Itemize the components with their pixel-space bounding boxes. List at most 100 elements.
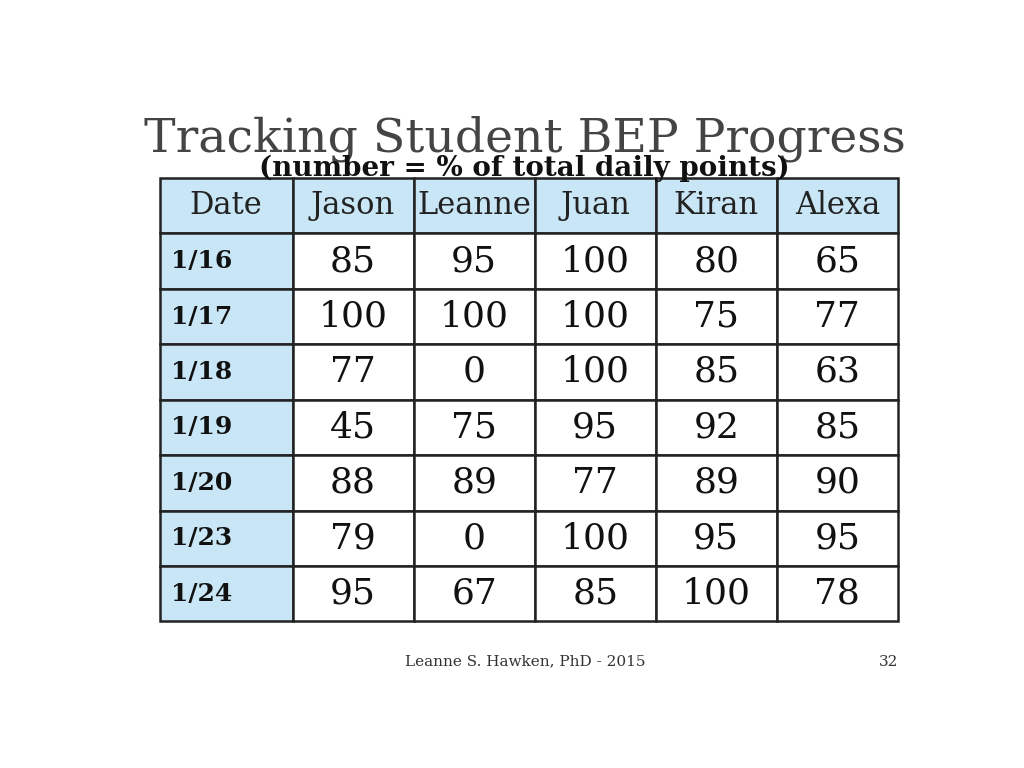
- Text: 77: 77: [572, 466, 618, 500]
- Bar: [160, 399, 293, 455]
- Text: Tracking Student BEP Progress: Tracking Student BEP Progress: [144, 116, 905, 162]
- Bar: [293, 455, 414, 511]
- Bar: [655, 344, 777, 399]
- Bar: [535, 344, 655, 399]
- Text: Leanne S. Hawken, PhD - 2015: Leanne S. Hawken, PhD - 2015: [404, 655, 645, 669]
- Text: 85: 85: [330, 244, 376, 278]
- Text: 95: 95: [572, 410, 618, 445]
- Text: Leanne: Leanne: [417, 190, 531, 221]
- Bar: [160, 233, 293, 289]
- Text: 92: 92: [693, 410, 739, 445]
- Text: 100: 100: [318, 300, 388, 333]
- Bar: [160, 455, 293, 511]
- Text: 67: 67: [452, 577, 497, 611]
- Bar: [160, 178, 293, 233]
- Text: 85: 85: [814, 410, 860, 445]
- Text: 77: 77: [330, 355, 376, 389]
- Bar: [293, 344, 414, 399]
- Bar: [655, 511, 777, 566]
- Bar: [535, 566, 655, 621]
- Bar: [777, 289, 898, 344]
- Text: (number = % of total daily points): (number = % of total daily points): [259, 154, 791, 181]
- Text: 45: 45: [330, 410, 376, 445]
- Bar: [293, 399, 414, 455]
- Text: 88: 88: [330, 466, 376, 500]
- Text: 100: 100: [561, 355, 630, 389]
- Text: 100: 100: [561, 521, 630, 555]
- Text: 95: 95: [452, 244, 498, 278]
- Text: 1/24: 1/24: [171, 581, 232, 606]
- Text: 95: 95: [693, 521, 739, 555]
- Bar: [293, 233, 414, 289]
- Bar: [414, 178, 535, 233]
- Text: 0: 0: [463, 521, 485, 555]
- Bar: [293, 289, 414, 344]
- Text: 1/20: 1/20: [171, 471, 232, 495]
- Bar: [655, 399, 777, 455]
- Text: 100: 100: [439, 300, 509, 333]
- Text: 75: 75: [693, 300, 739, 333]
- Text: 89: 89: [693, 466, 739, 500]
- Text: Jason: Jason: [311, 190, 395, 221]
- Bar: [414, 399, 535, 455]
- Bar: [414, 233, 535, 289]
- Bar: [535, 511, 655, 566]
- Bar: [293, 566, 414, 621]
- Text: 100: 100: [561, 300, 630, 333]
- Text: 65: 65: [814, 244, 860, 278]
- Text: 80: 80: [693, 244, 739, 278]
- Text: 85: 85: [572, 577, 618, 611]
- Bar: [655, 289, 777, 344]
- Bar: [655, 566, 777, 621]
- Bar: [160, 511, 293, 566]
- Text: 78: 78: [814, 577, 860, 611]
- Text: Kiran: Kiran: [674, 190, 759, 221]
- Bar: [777, 566, 898, 621]
- Bar: [535, 399, 655, 455]
- Bar: [414, 289, 535, 344]
- Text: Date: Date: [189, 190, 262, 221]
- Bar: [535, 455, 655, 511]
- Bar: [414, 455, 535, 511]
- Bar: [160, 344, 293, 399]
- Text: 85: 85: [693, 355, 739, 389]
- Text: 95: 95: [814, 521, 860, 555]
- Bar: [535, 233, 655, 289]
- Text: Juan: Juan: [560, 190, 630, 221]
- Bar: [777, 233, 898, 289]
- Bar: [160, 566, 293, 621]
- Text: 100: 100: [682, 577, 751, 611]
- Text: Alexa: Alexa: [795, 190, 880, 221]
- Text: 1/17: 1/17: [171, 304, 232, 329]
- Bar: [160, 289, 293, 344]
- Bar: [535, 178, 655, 233]
- Text: 90: 90: [814, 466, 860, 500]
- Text: 79: 79: [330, 521, 376, 555]
- Text: 1/16: 1/16: [171, 249, 232, 273]
- Bar: [293, 178, 414, 233]
- Text: 63: 63: [814, 355, 860, 389]
- Text: 100: 100: [561, 244, 630, 278]
- Bar: [414, 566, 535, 621]
- Text: 0: 0: [463, 355, 485, 389]
- Text: 77: 77: [814, 300, 860, 333]
- Bar: [655, 455, 777, 511]
- Text: 1/19: 1/19: [171, 415, 232, 439]
- Text: 1/18: 1/18: [171, 360, 232, 384]
- Bar: [777, 511, 898, 566]
- Bar: [414, 511, 535, 566]
- Text: 75: 75: [452, 410, 498, 445]
- Bar: [777, 178, 898, 233]
- Bar: [777, 455, 898, 511]
- Bar: [655, 233, 777, 289]
- Bar: [777, 344, 898, 399]
- Bar: [655, 178, 777, 233]
- Text: 95: 95: [330, 577, 376, 611]
- Bar: [414, 344, 535, 399]
- Bar: [777, 399, 898, 455]
- Text: 32: 32: [879, 655, 898, 669]
- Text: 89: 89: [452, 466, 497, 500]
- Bar: [293, 511, 414, 566]
- Text: 1/23: 1/23: [171, 526, 232, 550]
- Bar: [535, 289, 655, 344]
